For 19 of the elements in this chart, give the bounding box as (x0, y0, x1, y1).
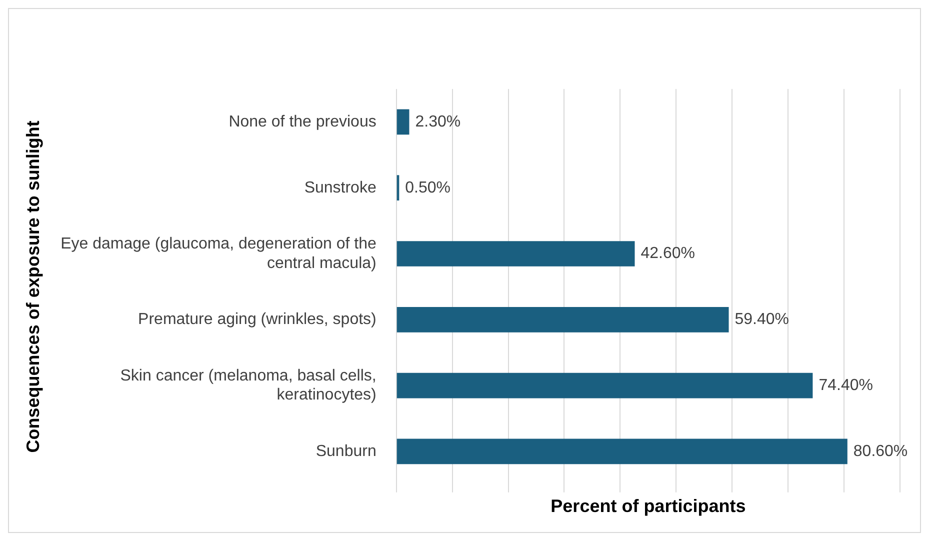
bar (396, 306, 729, 332)
data-label: 80.60% (853, 442, 908, 460)
bar (396, 241, 635, 266)
y-tick-label: Skin cancer (melanoma, basal cells, keratinocytes) (120, 367, 376, 404)
bar (396, 372, 813, 398)
data-label: 74.40% (818, 376, 873, 394)
y-tick-label: None of the previous (228, 113, 376, 130)
data-label: 59.40% (734, 311, 790, 328)
y-tick-label: Sunburn (316, 442, 376, 460)
y-tick-label: Sunstroke (304, 179, 376, 196)
data-label: 2.30% (415, 113, 461, 130)
x-axis-title: Percent of participants (550, 496, 746, 516)
data-label: 0.50% (405, 179, 451, 196)
bar (396, 109, 410, 135)
bar (396, 438, 848, 464)
y-tick-label: Premature aging (wrinkles, spots) (138, 311, 376, 328)
y-tick-label: Eye damage (glaucoma, degeneration of the central macula) (60, 236, 376, 272)
y-axis-title: Consequences of exposure to sunlight (22, 120, 43, 453)
data-label: 42.60% (640, 245, 696, 262)
